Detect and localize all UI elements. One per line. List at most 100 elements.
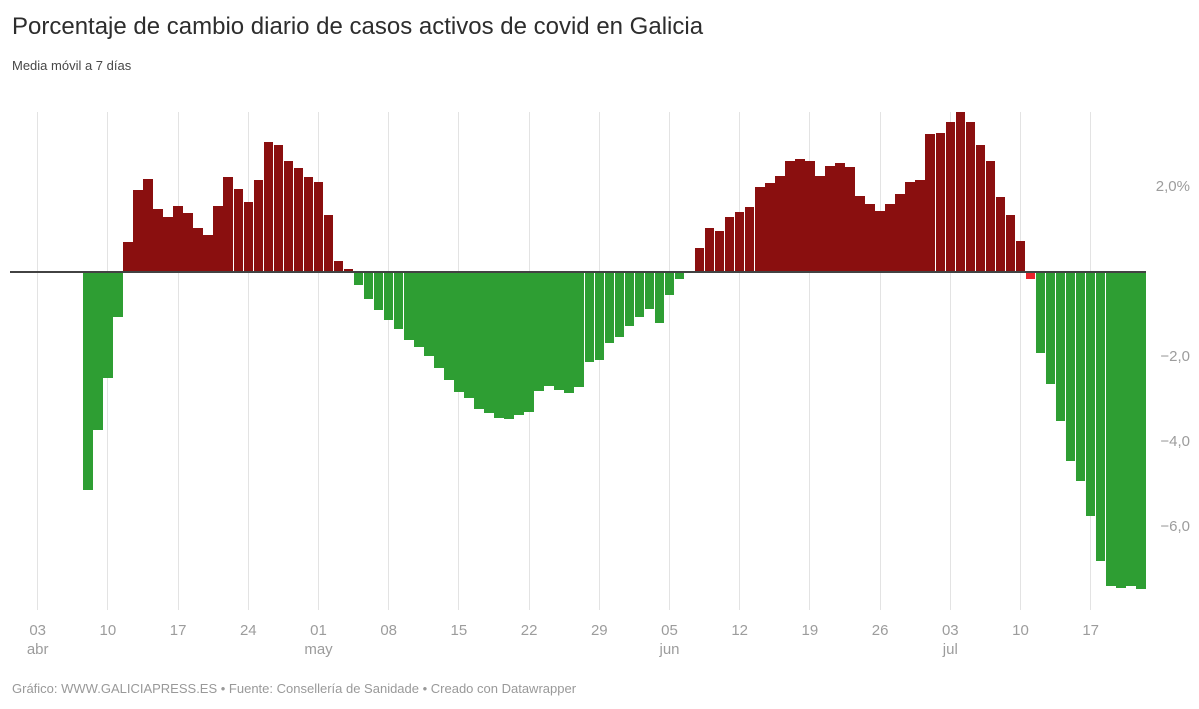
bar-10-jul[interactable]: [1015, 240, 1026, 272]
bar-25-may[interactable]: [554, 272, 564, 390]
bar-13-abr[interactable]: [133, 190, 143, 272]
bar-20-abr[interactable]: [203, 234, 213, 272]
bar-22-abr[interactable]: [223, 177, 233, 272]
bar-11-jul[interactable]: [1025, 272, 1036, 279]
bar-19-abr[interactable]: [193, 227, 203, 272]
bar-17-may[interactable]: [474, 272, 484, 409]
bar-28-jun[interactable]: [895, 194, 905, 272]
bar-03-jul[interactable]: [945, 121, 956, 272]
bar-11-jun[interactable]: [724, 216, 735, 272]
bar-29-abr[interactable]: [293, 168, 304, 272]
bar-17-jun[interactable]: [785, 161, 795, 272]
bar-01-jun[interactable]: [624, 272, 635, 326]
bar-14-jun[interactable]: [755, 187, 765, 272]
bar-22-jun[interactable]: [835, 163, 845, 272]
bar-18-jun[interactable]: [795, 158, 805, 272]
bar-20-jun[interactable]: [815, 175, 825, 272]
bar-14-jul[interactable]: [1055, 272, 1066, 421]
bar-08-jun[interactable]: [694, 247, 705, 272]
bar-02-jun[interactable]: [634, 272, 645, 318]
bar-05-jul[interactable]: [965, 121, 976, 272]
bar-15-jul[interactable]: [1065, 272, 1076, 461]
bar-09-jun[interactable]: [704, 227, 715, 272]
bar-12-may[interactable]: [424, 272, 434, 356]
bar-15-jun[interactable]: [765, 183, 775, 272]
bar-16-jul[interactable]: [1075, 272, 1086, 482]
bar-04-jul[interactable]: [955, 111, 966, 272]
bar-24-jun[interactable]: [855, 195, 865, 272]
bar-20-jul[interactable]: [1116, 272, 1126, 589]
bar-06-jul[interactable]: [975, 144, 986, 272]
bar-09-abr[interactable]: [93, 272, 103, 431]
bar-24-may[interactable]: [544, 272, 554, 387]
bar-29-jun[interactable]: [905, 182, 915, 272]
bar-09-may[interactable]: [393, 272, 404, 330]
bar-05-jun[interactable]: [664, 272, 675, 296]
bar-13-jul[interactable]: [1045, 272, 1056, 385]
bar-09-jul[interactable]: [1005, 215, 1016, 272]
bar-20-may[interactable]: [504, 272, 514, 420]
bar-21-may[interactable]: [514, 272, 524, 415]
bar-10-may[interactable]: [404, 272, 414, 340]
bar-13-jun[interactable]: [744, 206, 755, 272]
bar-21-abr[interactable]: [213, 206, 223, 272]
bar-17-abr[interactable]: [173, 206, 183, 272]
bar-30-may[interactable]: [604, 272, 615, 343]
bar-29-may[interactable]: [594, 272, 605, 361]
bar-28-abr[interactable]: [283, 161, 294, 272]
bar-19-jul[interactable]: [1106, 272, 1116, 586]
bar-26-jun[interactable]: [875, 211, 885, 272]
bar-27-jun[interactable]: [885, 203, 895, 272]
bar-04-jun[interactable]: [654, 272, 665, 324]
bar-27-abr[interactable]: [273, 144, 284, 272]
bar-23-abr[interactable]: [233, 188, 244, 272]
bar-08-abr[interactable]: [83, 272, 93, 490]
bar-01-jul[interactable]: [925, 133, 935, 272]
bar-10-abr[interactable]: [103, 272, 113, 379]
bar-12-abr[interactable]: [123, 242, 133, 272]
bar-26-may[interactable]: [564, 272, 574, 393]
bar-02-may[interactable]: [323, 214, 334, 272]
bar-13-may[interactable]: [434, 272, 444, 369]
bar-12-jun[interactable]: [734, 211, 745, 272]
bar-19-jun[interactable]: [805, 160, 815, 272]
bar-18-jul[interactable]: [1095, 272, 1106, 562]
bar-11-may[interactable]: [414, 272, 424, 347]
bar-15-may[interactable]: [454, 272, 464, 392]
bar-23-jun[interactable]: [845, 166, 855, 272]
bar-14-abr[interactable]: [143, 178, 153, 272]
bar-15-abr[interactable]: [153, 208, 163, 272]
bar-17-jul[interactable]: [1085, 272, 1096, 517]
bar-07-jul[interactable]: [985, 161, 996, 272]
bar-02-jul[interactable]: [935, 132, 946, 272]
bar-22-jul[interactable]: [1136, 272, 1146, 590]
bar-10-jun[interactable]: [714, 230, 725, 272]
bar-03-jun[interactable]: [644, 272, 655, 310]
bar-25-jun[interactable]: [865, 203, 875, 272]
bar-27-may[interactable]: [574, 272, 584, 387]
bar-06-may[interactable]: [363, 272, 374, 300]
bar-12-jul[interactable]: [1035, 272, 1046, 353]
bar-21-jul[interactable]: [1126, 272, 1136, 586]
bar-19-may[interactable]: [494, 272, 504, 419]
bar-22-may[interactable]: [524, 272, 534, 413]
bar-30-jun[interactable]: [915, 179, 925, 272]
bar-16-may[interactable]: [464, 272, 474, 399]
bar-06-jun[interactable]: [674, 272, 685, 280]
bar-11-abr[interactable]: [113, 272, 123, 317]
bar-18-may[interactable]: [484, 272, 494, 414]
bar-16-jun[interactable]: [775, 176, 785, 272]
bar-30-abr[interactable]: [303, 176, 314, 272]
bar-05-may[interactable]: [353, 272, 364, 285]
bar-16-abr[interactable]: [163, 217, 173, 272]
bar-24-abr[interactable]: [243, 202, 254, 272]
bar-28-may[interactable]: [584, 272, 595, 362]
bar-04-may[interactable]: [343, 268, 354, 272]
bar-21-jun[interactable]: [825, 165, 835, 272]
bar-01-may[interactable]: [313, 182, 324, 272]
bar-18-abr[interactable]: [183, 213, 193, 272]
bar-26-abr[interactable]: [263, 142, 274, 272]
bar-08-may[interactable]: [383, 272, 394, 321]
bar-23-may[interactable]: [534, 272, 544, 392]
bar-14-may[interactable]: [444, 272, 454, 381]
